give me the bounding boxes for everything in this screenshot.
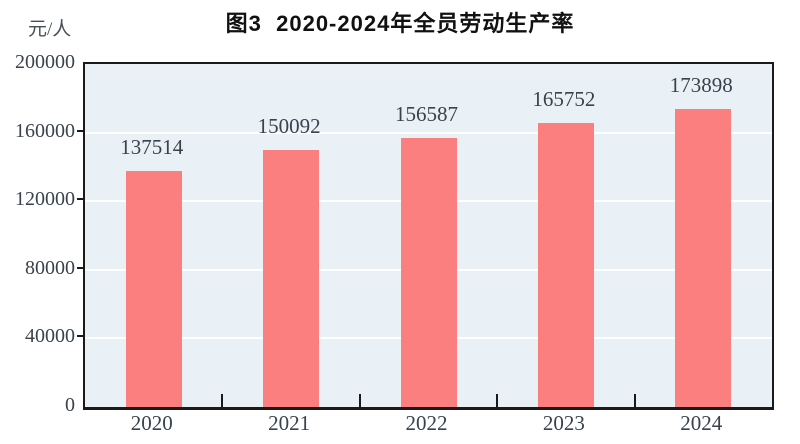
bar-value-label: 173898	[669, 72, 733, 97]
x-axis-label: 2022	[405, 411, 448, 435]
chart-title: 图3 2020-2024年全员劳动生产率	[225, 11, 575, 36]
bar-value-label: 137514	[120, 135, 184, 160]
y-axis-label: 40000	[25, 325, 75, 348]
x-axis-tick	[633, 394, 636, 407]
y-axis-label: 80000	[25, 256, 75, 279]
x-axis-label: 2020	[130, 411, 173, 435]
y-axis-label: 160000	[15, 119, 75, 142]
bar-2022	[400, 138, 457, 407]
bar-value-label: 150092	[257, 113, 321, 138]
bar-2020	[125, 171, 182, 407]
bar-2021	[263, 149, 320, 407]
y-axis-label: 0	[65, 394, 75, 416]
y-axis-label: 200000	[15, 51, 75, 73]
bar-2024	[675, 108, 732, 407]
gridline	[85, 131, 772, 134]
y-axis-unit-label: 元/人	[28, 19, 72, 40]
bar-2023	[537, 122, 594, 407]
x-axis-label: 2021	[268, 411, 311, 435]
plot-area	[83, 62, 774, 410]
y-axis-tick	[77, 266, 84, 269]
y-axis-tick	[77, 129, 84, 132]
x-axis-tick	[221, 394, 224, 407]
x-axis-label: 2024	[680, 411, 723, 435]
bar-value-label: 165752	[532, 86, 596, 111]
y-axis-tick	[77, 198, 84, 201]
y-axis-label: 120000	[15, 188, 75, 211]
y-axis-tick	[77, 335, 84, 338]
x-axis-label: 2023	[542, 411, 585, 435]
x-axis-tick	[496, 394, 499, 407]
x-axis-tick	[358, 394, 361, 407]
bar-value-label: 156587	[395, 102, 458, 127]
